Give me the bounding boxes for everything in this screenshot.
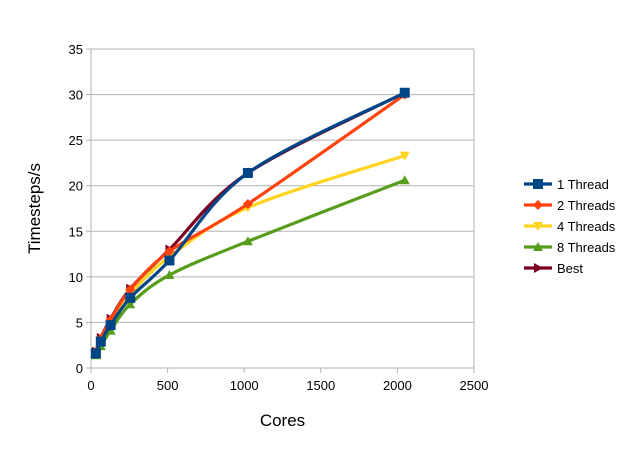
series-line xyxy=(94,154,406,354)
y-tick-label: 25 xyxy=(69,133,83,148)
x-tick-label: 2500 xyxy=(460,378,489,393)
legend-item: Best xyxy=(524,261,583,276)
x-tick-label: 2000 xyxy=(383,378,412,393)
data-point xyxy=(242,198,253,209)
legend-item: 1 Thread xyxy=(524,177,609,192)
y-axis-title: Timesteps/s xyxy=(25,163,44,254)
legend-label: 1 Thread xyxy=(557,177,609,192)
series-line xyxy=(94,91,406,355)
data-point xyxy=(164,246,175,257)
data-point xyxy=(90,348,101,359)
plot-series xyxy=(90,87,410,360)
legend-item: 8 Threads xyxy=(524,240,616,255)
data-point xyxy=(534,263,543,273)
data-point xyxy=(533,200,543,210)
series-line xyxy=(94,91,406,353)
series-1-thread xyxy=(90,87,410,359)
legend-item: 2 Threads xyxy=(524,198,616,213)
axes xyxy=(86,48,475,373)
x-tick-label: 1000 xyxy=(230,378,259,393)
series-best xyxy=(91,87,410,357)
legend-label: 4 Threads xyxy=(557,219,616,234)
data-point xyxy=(164,270,175,280)
data-point xyxy=(533,179,543,189)
y-tick-label: 30 xyxy=(69,88,83,103)
data-point xyxy=(399,151,410,161)
y-tick-label: 20 xyxy=(69,179,83,194)
data-point xyxy=(399,175,410,185)
y-tick-label: 35 xyxy=(69,42,83,57)
data-point xyxy=(533,242,543,251)
x-tick-label: 0 xyxy=(87,378,94,393)
data-point xyxy=(125,292,136,303)
legend-label: 8 Threads xyxy=(557,240,616,255)
tick-labels: 0 5 10 15 20 25 30 35 0 500 1000 1500 2000 2500 xyxy=(69,42,489,393)
x-axis-title: Cores xyxy=(260,411,305,430)
legend-label: 2 Threads xyxy=(557,198,616,213)
x-tick-label: 500 xyxy=(157,378,179,393)
data-point xyxy=(95,336,106,347)
data-point xyxy=(164,255,175,266)
series-2-threads xyxy=(90,89,410,357)
data-point xyxy=(533,222,543,231)
y-tick-label: 5 xyxy=(76,315,83,330)
data-point xyxy=(242,167,253,178)
data-point xyxy=(242,236,253,246)
series-line xyxy=(94,93,406,353)
legend: 1 Thread 2 Threads 4 Threads 8 Threads Best xyxy=(524,177,616,276)
data-point xyxy=(105,320,116,331)
y-tick-label: 10 xyxy=(69,270,83,285)
data-point xyxy=(399,87,410,98)
series-4-threads xyxy=(90,151,410,358)
gridlines xyxy=(91,48,474,369)
legend-label: Best xyxy=(557,261,583,276)
x-tick-label: 1500 xyxy=(306,378,335,393)
data-point xyxy=(125,284,136,295)
data-point xyxy=(125,299,136,309)
y-tick-label: 0 xyxy=(76,361,83,376)
y-tick-label: 15 xyxy=(69,224,83,239)
legend-item: 4 Threads xyxy=(524,219,616,234)
